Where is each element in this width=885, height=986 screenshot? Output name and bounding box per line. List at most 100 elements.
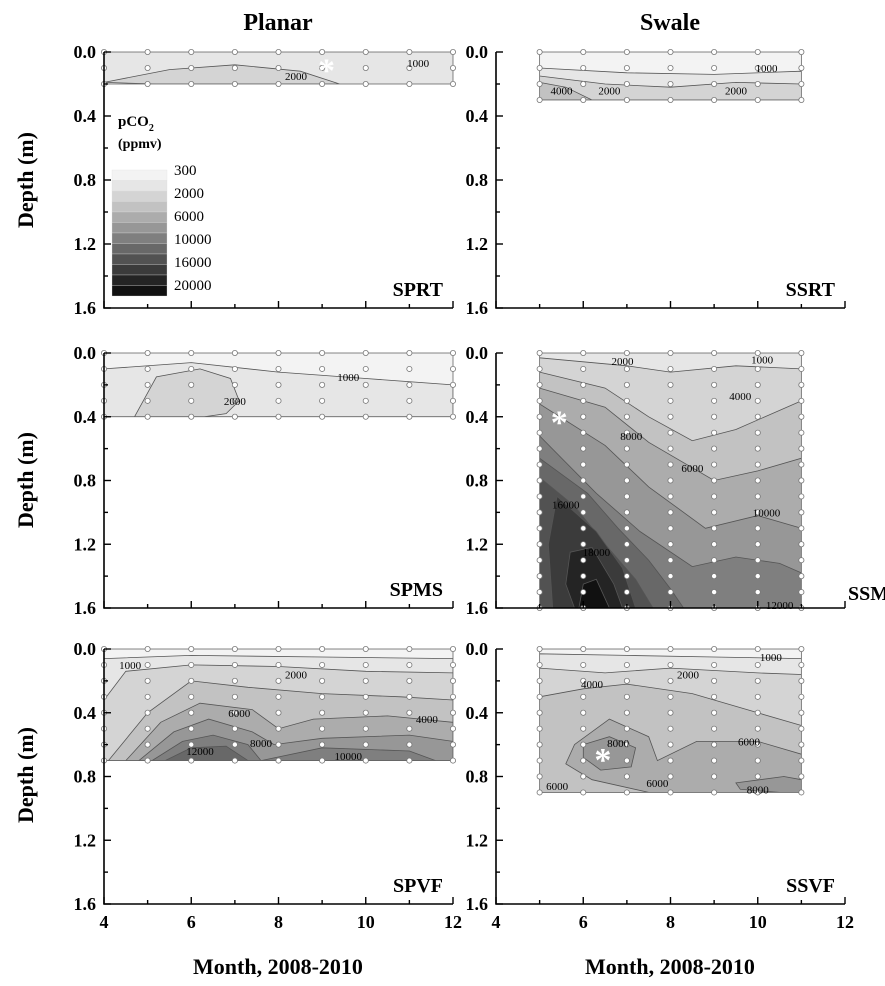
sample-point	[275, 397, 282, 404]
contour-band	[578, 578, 610, 608]
y-tick-label: 1.2	[74, 830, 97, 850]
asterisk-marker: *	[318, 53, 335, 90]
legend-swatches	[111, 169, 168, 297]
sample-point	[667, 646, 674, 653]
sample-point	[449, 646, 456, 653]
sample-point	[449, 693, 456, 700]
sample-point	[580, 397, 587, 404]
sample-point	[711, 709, 718, 716]
sample-point	[319, 397, 326, 404]
sample-point	[623, 413, 630, 420]
sample-point	[711, 741, 718, 748]
contour-label: 2000	[598, 85, 621, 97]
y-tick-label: 0.8	[74, 767, 97, 787]
sample-point	[623, 81, 630, 88]
sample-point	[536, 589, 543, 596]
sample-point	[449, 413, 456, 420]
sample-point	[231, 677, 238, 684]
contour-label: 8000	[747, 784, 770, 796]
sample-point	[667, 65, 674, 72]
sample-point	[798, 661, 805, 668]
sample-point	[319, 381, 326, 388]
sample-point	[188, 349, 195, 356]
sample-point	[580, 646, 587, 653]
sample-point	[754, 429, 761, 436]
sample-point	[144, 661, 151, 668]
sample-point	[536, 461, 543, 468]
contour-label: 2000	[224, 396, 247, 408]
sample-point	[623, 725, 630, 732]
contour-label: 2000	[285, 71, 308, 83]
sample-point	[231, 397, 238, 404]
y-tick-label: 0.0	[74, 343, 97, 363]
sample-point	[188, 81, 195, 88]
sample-point	[754, 445, 761, 452]
sample-point	[667, 573, 674, 580]
column-title-planar: Planar	[243, 10, 313, 36]
sample-point	[623, 525, 630, 532]
sample-point	[623, 477, 630, 484]
sample-point	[144, 365, 151, 372]
sample-point	[798, 646, 805, 653]
sample-point	[623, 365, 630, 372]
contour-band	[565, 718, 802, 793]
sample-point	[275, 65, 282, 72]
sample-point	[231, 81, 238, 88]
sample-point	[362, 693, 369, 700]
sample-point	[623, 789, 630, 796]
y-tick-label: 0.4	[466, 703, 489, 723]
sample-point	[449, 757, 456, 764]
legend: pCO2 (ppmv) 300 2000 6000 10000 16000 20…	[111, 114, 212, 297]
sample-point	[754, 97, 761, 104]
legend-swatch	[111, 243, 168, 255]
contour-label: 16000	[552, 499, 580, 511]
sample-point	[449, 381, 456, 388]
sample-point	[449, 65, 456, 72]
sample-point	[798, 525, 805, 532]
sample-point	[667, 509, 674, 516]
sample-point	[798, 381, 805, 388]
sample-point	[362, 381, 369, 388]
x-tick-label: 8	[666, 912, 675, 932]
sample-point	[754, 557, 761, 564]
sample-point	[536, 661, 543, 668]
sample-point	[667, 49, 674, 56]
x-axis-label-planar: Month, 2008-2010	[193, 954, 363, 979]
y-tick-label: 0.0	[466, 639, 489, 659]
y-tick-label: 0.0	[74, 42, 97, 62]
legend-entry: 2000	[174, 186, 204, 202]
sample-point	[711, 397, 718, 404]
sample-point	[711, 646, 718, 653]
sample-point	[188, 381, 195, 388]
sample-point	[580, 365, 587, 372]
legend-title: pCO2	[118, 114, 154, 134]
contour-band	[539, 75, 802, 100]
sample-point	[798, 557, 805, 564]
y-axis-label-row-1: Depth (m)	[13, 132, 38, 228]
sample-point	[580, 65, 587, 72]
sample-point	[536, 573, 543, 580]
sample-point	[798, 693, 805, 700]
sample-point	[798, 725, 805, 732]
x-axis-label-swale: Month, 2008-2010	[585, 954, 755, 979]
contour-band	[134, 368, 240, 417]
sample-point	[798, 81, 805, 88]
sample-point	[144, 709, 151, 716]
contour-label: 18000	[583, 547, 611, 559]
sample-point	[362, 49, 369, 56]
sample-point	[231, 381, 238, 388]
sample-point	[754, 789, 761, 796]
sample-point	[623, 49, 630, 56]
sample-point	[711, 525, 718, 532]
y-tick-label: 1.2	[466, 234, 489, 254]
sample-point	[754, 773, 761, 780]
sample-point	[188, 661, 195, 668]
sample-point	[536, 81, 543, 88]
sample-point	[231, 646, 238, 653]
sample-point	[449, 365, 456, 372]
panel-sprt: 1000 2000 * 0.0 0.4 0.8 1.2 1.6 SPRT	[74, 42, 456, 318]
sample-point	[711, 445, 718, 452]
sample-point	[711, 509, 718, 516]
